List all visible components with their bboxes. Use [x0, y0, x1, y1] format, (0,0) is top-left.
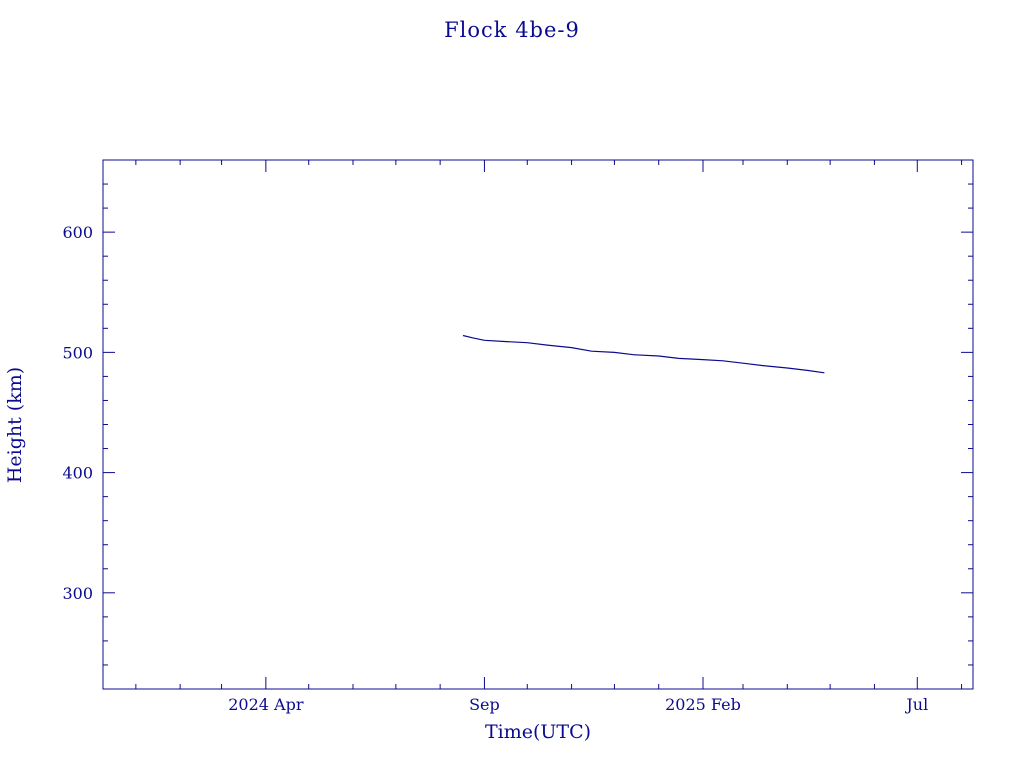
x-axis-label: Time(UTC)	[485, 721, 591, 743]
y-axis-label: Height (km)	[4, 367, 26, 483]
x-tick-label: 2024 Apr	[228, 695, 304, 714]
series-line	[462, 334, 825, 374]
series-layer	[462, 334, 825, 374]
y-tick-label: 600	[62, 223, 93, 242]
y-axis-ticks: 300 400 500 600	[62, 159, 973, 690]
y-tick-label: 300	[62, 584, 93, 603]
x-axis-ticks: 2024 Apr Sep 2025 Feb Jul	[135, 160, 963, 714]
y-tick-label: 500	[62, 343, 93, 362]
y-tick-label: 400	[62, 464, 93, 483]
x-tick-label: Jul	[904, 695, 928, 714]
x-tick-label: Sep	[469, 695, 500, 714]
x-tick-label: 2025 Feb	[665, 695, 741, 714]
chart-title: Flock 4be-9	[444, 18, 580, 42]
plot-frame	[102, 159, 974, 690]
